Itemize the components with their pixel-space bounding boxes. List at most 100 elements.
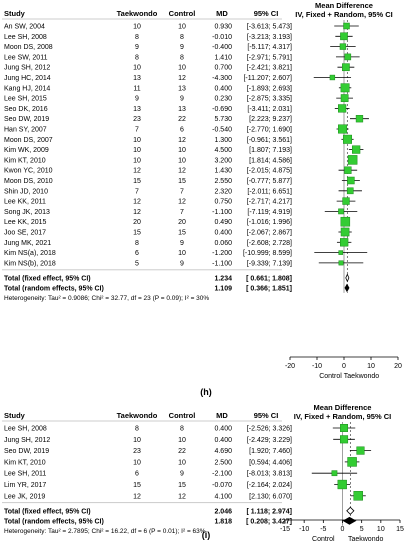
control-n: 9 (180, 260, 184, 267)
ci-value: [-3.411; 2.031] (247, 106, 292, 113)
study-weight-box (340, 238, 349, 247)
header-taekwondo: Taekwondo (117, 411, 158, 420)
control-n: 15 (178, 230, 186, 237)
study-weight-box (338, 208, 344, 215)
md-value: -0.540 (212, 127, 232, 134)
header-md: MD (216, 9, 228, 18)
taekwondo-n: 10 (133, 137, 141, 144)
study-weight-box (347, 457, 357, 467)
axis-right-label: Taekwondo (348, 536, 384, 543)
taekwondo-n: 7 (135, 188, 139, 195)
study-weight-box (338, 260, 344, 266)
md-value: -1.100 (212, 209, 232, 216)
md-value: -0.070 (212, 482, 232, 489)
control-n: 10 (178, 147, 186, 154)
x-tick-label: 0 (342, 363, 346, 370)
ci-value: [-2.164; 2.024] (247, 482, 292, 489)
taekwondo-n: 12 (133, 493, 141, 500)
study-name: Kim NS(a), 2018 (4, 250, 56, 257)
ci-value: [1.920; 7.460] (249, 448, 292, 455)
ci-value: [-1.016; 1.996] (247, 219, 292, 226)
pooled-md: 2.046 (214, 508, 232, 515)
ci-value: [-2.067; 2.867] (247, 230, 292, 237)
study-weight-box (338, 124, 348, 134)
header-md: MD (216, 411, 228, 420)
pooled-ci: [ 0.208; 3.427] (246, 518, 292, 525)
study-name: Shin JD, 2010 (4, 188, 48, 195)
x-tick-label: -15 (280, 526, 290, 533)
x-tick-label: 5 (360, 526, 364, 533)
md-value: 0.230 (214, 96, 232, 103)
md-value: -0.690 (212, 106, 232, 113)
ci-value: [1.807; 7.193] (249, 147, 292, 154)
ci-value: [-9.339; 7.139] (247, 260, 292, 267)
control-n: 12 (178, 137, 186, 144)
ci-value: [1.814; 4.586] (249, 157, 292, 164)
taekwondo-n: 8 (135, 34, 139, 41)
pooled-diamond (344, 283, 350, 293)
ci-value: [-2.526; 3.326] (247, 426, 292, 433)
study-name: Jung HC, 2014 (4, 75, 51, 82)
axis-right-label: Taekwondo (344, 373, 380, 380)
control-n: 10 (178, 65, 186, 72)
taekwondo-n: 6 (135, 471, 139, 478)
md-value: 0.750 (214, 199, 232, 206)
study-weight-box (353, 491, 363, 501)
taekwondo-n: 15 (133, 230, 141, 237)
control-n: 7 (180, 209, 184, 216)
study-name: Moon DS, 2010 (4, 178, 53, 185)
header-plot-subtitle: IV, Fixed + Random, 95% CI (294, 412, 391, 421)
study-weight-box (337, 479, 347, 490)
pooled-ci: [ 0.661; 1.808] (246, 275, 292, 282)
ci-value: [-0.777; 5.877] (247, 178, 292, 185)
study-name: Moon DS, 2008 (4, 44, 53, 51)
md-value: 0.930 (214, 24, 232, 31)
study-weight-box (339, 435, 349, 444)
taekwondo-n: 9 (135, 44, 139, 51)
md-value: -1.100 (212, 260, 232, 267)
md-value: 0.490 (214, 219, 232, 226)
ci-value: [-3.213; 3.193] (247, 34, 292, 41)
taekwondo-n: 6 (135, 250, 139, 257)
study-weight-box (331, 470, 338, 477)
pooled-label: Total (fixed effect, 95% CI) (4, 275, 91, 282)
taekwondo-n: 15 (133, 178, 141, 185)
ci-value: [0.594; 4.406] (249, 459, 292, 466)
study-name: Kim NS(b), 2018 (4, 260, 56, 267)
study-weight-box (340, 83, 350, 93)
md-value: -0.010 (212, 34, 232, 41)
x-tick-label: 0 (341, 526, 345, 533)
study-weight-box (329, 74, 336, 81)
taekwondo-n: 8 (135, 426, 139, 433)
taekwondo-n: 8 (135, 240, 139, 247)
control-n: 6 (180, 127, 184, 134)
taekwondo-n: 20 (133, 219, 141, 226)
study-weight-box (352, 145, 361, 154)
md-value: 0.060 (214, 240, 232, 247)
control-n: 8 (180, 426, 184, 433)
x-tick-label: 20 (394, 363, 402, 370)
study-weight-box (342, 197, 350, 205)
pooled-md: 1.109 (214, 285, 232, 292)
pooled-label: Total (fixed effect, 95% CI) (4, 508, 91, 515)
ci-value: [-2.608; 2.728] (247, 240, 292, 247)
md-value: -2.100 (212, 471, 232, 478)
header-ci: 95% CI (254, 411, 279, 420)
study-weight-box (343, 134, 352, 144)
study-weight-box (338, 104, 347, 113)
taekwondo-n: 10 (133, 24, 141, 31)
study-weight-box (340, 227, 350, 237)
ci-value: [-11.207; 2.607] (243, 75, 292, 82)
x-tick-label: 10 (367, 363, 375, 370)
header-plot-subtitle: IV, Fixed + Random, 95% CI (295, 10, 392, 19)
study-name: An SW, 2004 (4, 24, 45, 31)
control-n: 10 (178, 437, 186, 444)
study-weight-box (347, 176, 355, 185)
md-value: 0.400 (214, 437, 232, 444)
study-name: Lee SH, 2008 (4, 34, 47, 41)
study-weight-box (338, 250, 344, 255)
study-weight-box (355, 115, 364, 123)
taekwondo-n: 10 (133, 147, 141, 154)
md-value: 4.690 (214, 448, 232, 455)
ci-value: [-2.717; 4.217] (247, 199, 292, 206)
